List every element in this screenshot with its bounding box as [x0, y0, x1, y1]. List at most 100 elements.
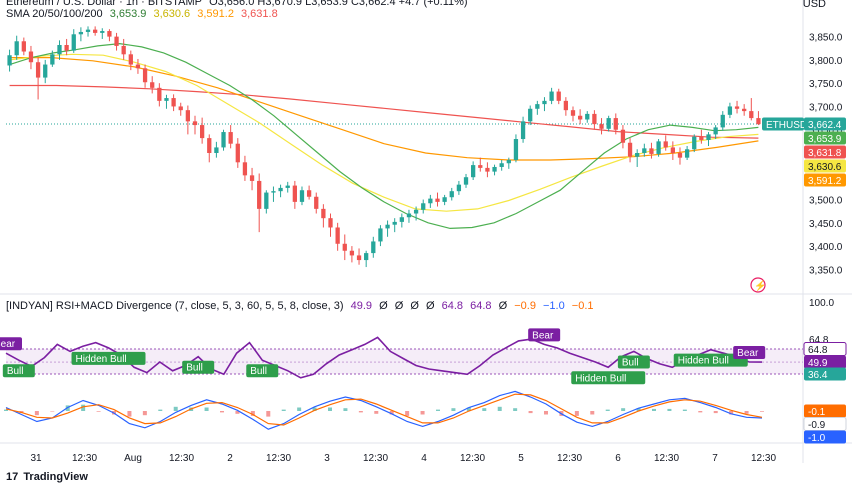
candle-body	[720, 114, 725, 128]
candle-body	[506, 159, 511, 164]
brand-label: TradingView	[23, 471, 88, 483]
ohlc-values: O3,656.0 H3,670.9 L3,653.9 C3,662.4 +4.7…	[209, 0, 468, 8]
candle-body	[185, 110, 191, 122]
divergence-label: Bear	[532, 330, 554, 341]
divergence-label-bg	[2, 364, 35, 378]
flash-icon	[750, 277, 766, 293]
rsi-line	[5, 336, 763, 379]
candle-body	[121, 45, 126, 55]
time-tick-label: 2	[227, 453, 233, 464]
candle-body	[413, 209, 419, 214]
macd-histogram-bar	[436, 409, 440, 411]
time-tick-label: 7	[712, 453, 718, 464]
macd-histogram-bar	[4, 409, 8, 411]
candle-body	[356, 255, 362, 261]
indicator-tag-bg	[804, 355, 846, 369]
price-tick-label: 3,350.0	[809, 265, 843, 276]
macd-histogram-bar	[142, 411, 147, 416]
divergence-label: Bear	[737, 348, 759, 359]
candle-body	[742, 108, 747, 112]
candle-body	[635, 153, 640, 157]
price-tag: 3,653.9	[808, 134, 842, 145]
price-tag: 3,662.4	[808, 120, 842, 131]
candle-body	[314, 196, 319, 209]
divergence-label: Bull	[7, 366, 24, 377]
candle-body	[64, 45, 69, 51]
time-tick-label: 5	[518, 453, 524, 464]
candle-body	[563, 100, 569, 111]
sma-legend[interactable]: SMA 20/50/100/200 3,653.9 3,630.6 3,591.…	[6, 8, 282, 20]
time-tick-label: 4	[421, 453, 427, 464]
candle-body	[456, 184, 462, 192]
candle-body	[449, 191, 454, 198]
indicator-tag: 49.9	[808, 358, 828, 369]
macd-tag-bg	[804, 404, 846, 418]
time-tick-label: 12:30	[460, 453, 485, 464]
candle-body	[50, 54, 55, 65]
time-tick-label: 3	[324, 453, 330, 464]
macd-histogram-bar	[96, 411, 101, 412]
currency-label: USD	[802, 0, 826, 10]
candle-body	[428, 198, 433, 204]
candle-body	[613, 118, 618, 130]
candle-body	[499, 163, 504, 167]
candle-body	[192, 121, 198, 126]
sma50-value: 3,630.6	[153, 8, 191, 20]
time-tick-label: 12:30	[557, 453, 582, 464]
ind-value-5: Ø	[426, 300, 435, 312]
divergence-label: Bull	[622, 357, 639, 368]
macd-tag: -0.9	[808, 420, 826, 431]
flash-glyph: ⚡	[754, 279, 766, 292]
candle-body	[385, 224, 390, 229]
sma20-value: 3,653.9	[109, 8, 147, 20]
divergence-label: Hidden Bull	[76, 354, 127, 365]
price-tag-bg	[804, 131, 846, 145]
macd-histogram-bar	[81, 404, 86, 411]
macd-histogram-bar	[374, 411, 379, 414]
sma200-value: 3,631.8	[241, 8, 278, 20]
candle-body	[549, 91, 554, 101]
macd-histogram-bar	[173, 406, 178, 411]
macd-histogram-bar	[389, 411, 394, 415]
candle-body	[392, 221, 397, 225]
candle-body	[463, 177, 469, 185]
macd-histogram-bar	[235, 411, 240, 414]
macd-histogram-bar	[204, 407, 209, 411]
macd-histogram-bar	[328, 407, 332, 411]
candle-body	[199, 125, 205, 139]
macd-histogram-bar	[312, 407, 317, 411]
macd-histogram-bar	[451, 408, 456, 411]
macd-histogram-bar	[513, 408, 518, 411]
divergence-label-bg	[733, 346, 766, 359]
candle-body	[606, 118, 611, 129]
candle-body	[207, 138, 212, 153]
price-tag-bg	[804, 173, 846, 187]
candle-body	[734, 106, 740, 109]
price-tick-label: 3,700.0	[809, 102, 843, 113]
tradingview-logo[interactable]: 17 TradingView	[6, 471, 88, 483]
macd-histogram-bar	[420, 411, 425, 415]
price-tick-label: 3,500.0	[809, 196, 843, 207]
candle-body	[478, 165, 483, 168]
symbol-price-tag: ETHUSD	[766, 120, 807, 131]
macd-histogram-bar	[158, 409, 163, 411]
sma20-line	[9, 42, 759, 230]
candle-body	[556, 91, 561, 101]
candle-body	[71, 34, 76, 51]
candle-body	[349, 250, 355, 256]
candle-body	[371, 241, 376, 254]
macd-tag-bg	[804, 430, 846, 444]
divergence-label-bg	[617, 355, 650, 369]
candle-body	[292, 185, 297, 202]
macd-histogram-bar	[358, 411, 363, 413]
candle-body	[299, 190, 305, 202]
macd-histogram-bar	[590, 411, 595, 415]
indicator-legend[interactable]: [INDYAN] RSI+MACD Divergence (7, close, …	[6, 300, 598, 312]
candle-body	[157, 87, 162, 101]
candle-body	[150, 82, 155, 88]
divergence-label-bg	[182, 360, 215, 374]
candle-body	[471, 165, 476, 178]
candle-body	[257, 180, 262, 209]
divergence-label: Bull	[250, 366, 267, 377]
